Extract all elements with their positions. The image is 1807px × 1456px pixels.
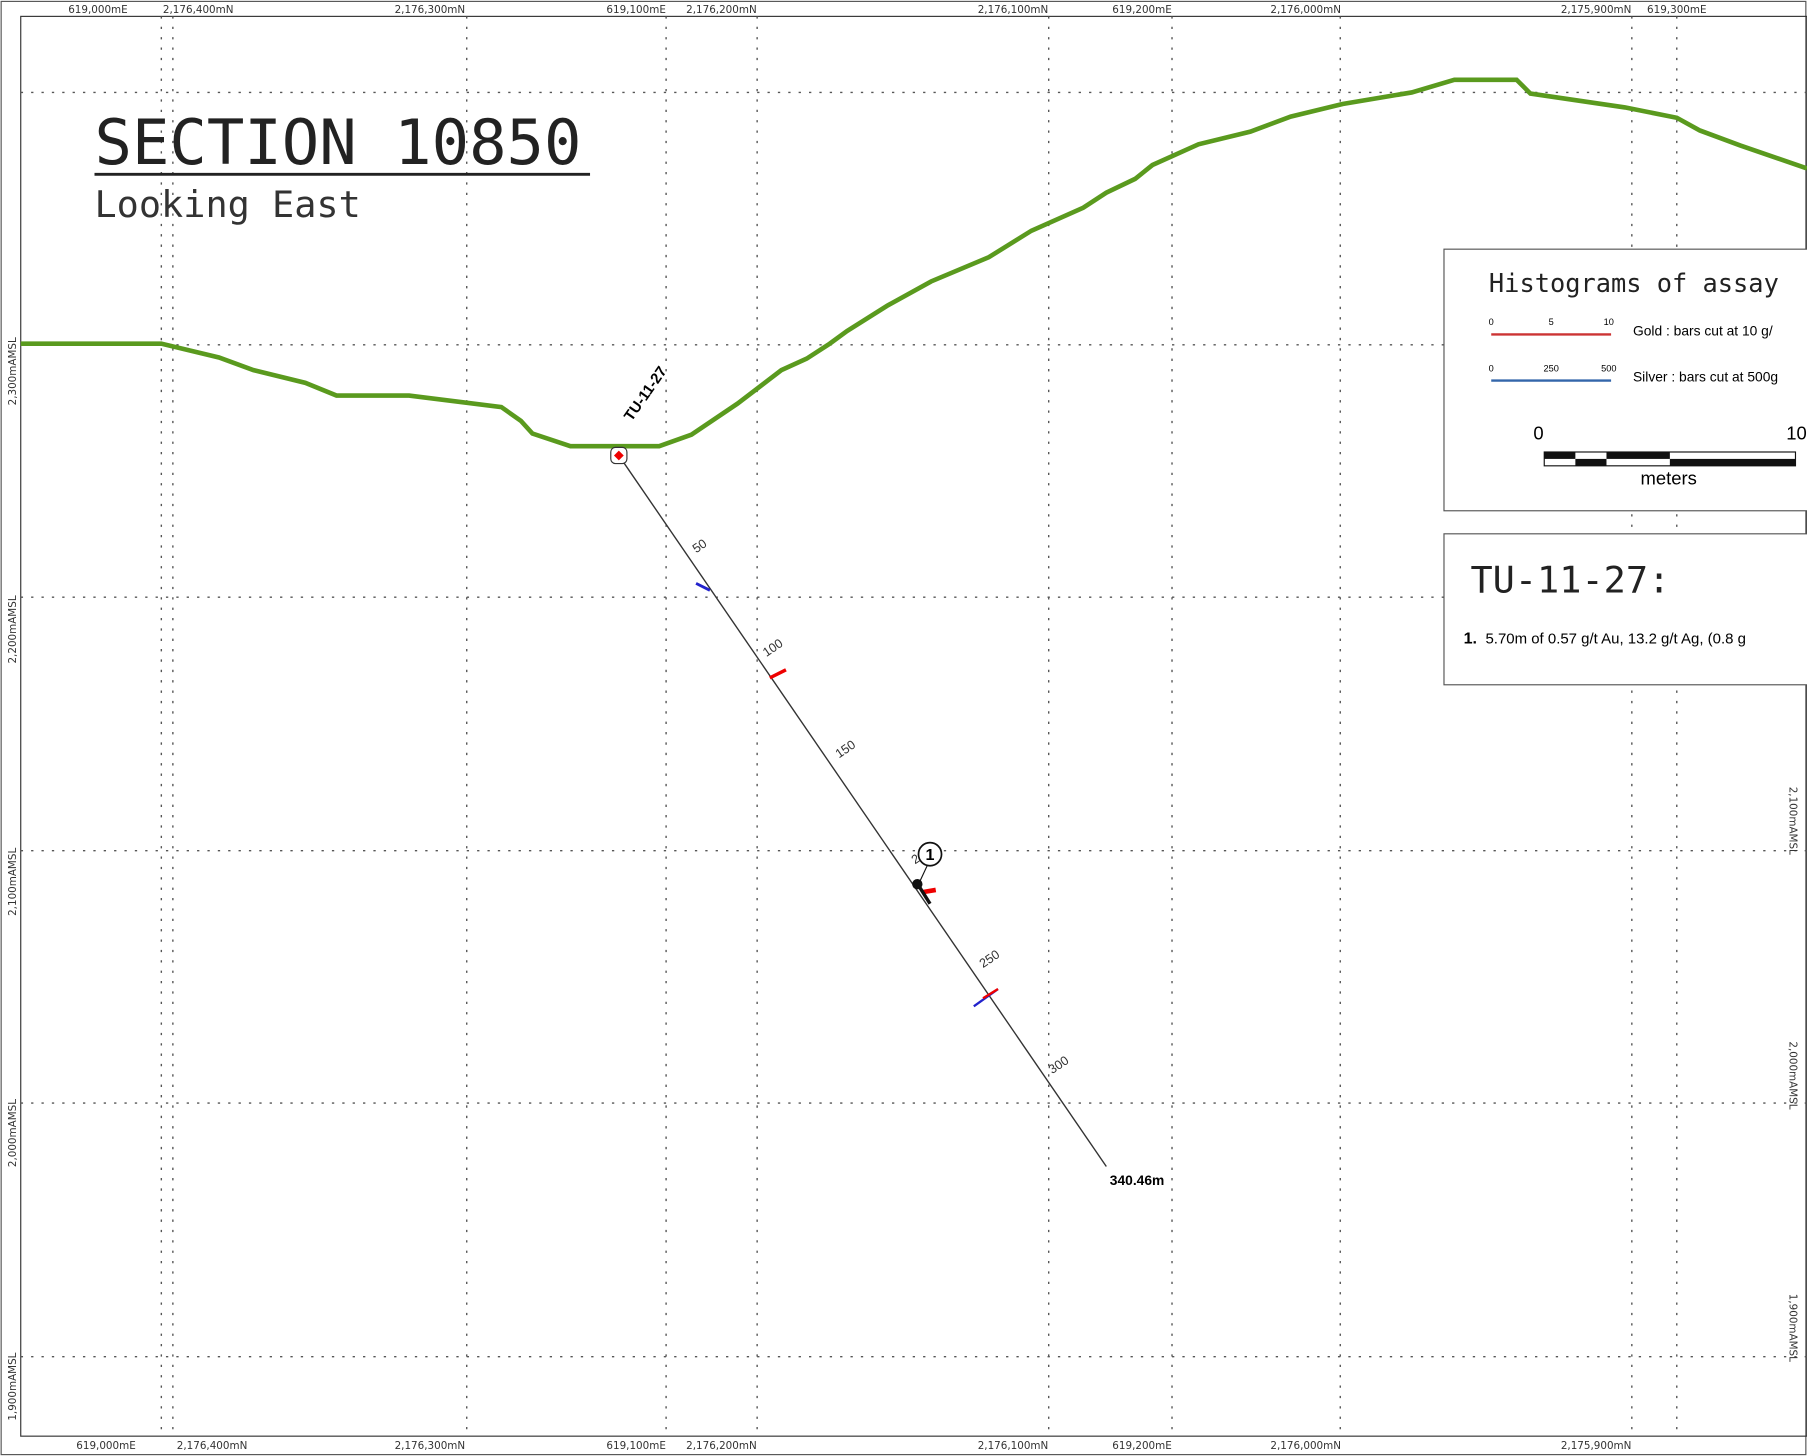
scale-seg [1575, 458, 1607, 466]
silver-scale-label: 0 [1489, 363, 1494, 373]
top-label: 2,176,100mN [978, 4, 1049, 16]
legend: Histograms of assay Gold : bars cut at 1… [1443, 248, 1807, 512]
silver-scale-label: 250 [1543, 363, 1558, 373]
gold-bar [982, 988, 999, 1000]
depth-label: 50 [690, 536, 710, 555]
silver-bar [695, 582, 711, 592]
right-label: 1,900mAMSL [1787, 1294, 1799, 1362]
top-label: 619,300mE [1647, 4, 1706, 16]
subtitle: Looking East [94, 183, 360, 226]
hole-trace [618, 455, 1107, 1167]
scale-label: 0 [1533, 422, 1543, 443]
terrain [20, 77, 1807, 449]
end-depth: 340.46m [1110, 1172, 1165, 1188]
results-box: TU-11-27: 1. 5.70m of 0.57 g/t Au, 13.2 … [1443, 533, 1807, 686]
intercept [917, 884, 932, 905]
gold-scale-label: 5 [1549, 317, 1554, 327]
results-frame [1443, 533, 1807, 686]
left-label: 2,100mAMSL [7, 848, 19, 916]
left-label: 1,900mAMSL [7, 1352, 19, 1420]
results-hole: TU-11-27: [1470, 559, 1670, 602]
bottom-label: 619,200mE [1112, 1440, 1171, 1452]
title: SECTION 10850 [94, 106, 581, 179]
scale-unit: meters [1641, 467, 1697, 488]
result-number: 1. [1464, 629, 1477, 647]
intercept-circle [917, 841, 943, 867]
map-border [20, 15, 1807, 1437]
gold-scale-label: 10 [1604, 317, 1614, 327]
bottom-label: 2,176,100mN [978, 1440, 1049, 1452]
scale-seg [1606, 451, 1670, 459]
left-label: 2,300mAMSL [7, 337, 19, 405]
scale-seg [1669, 458, 1796, 466]
gold-text: Gold : bars cut at 10 g/ [1633, 323, 1773, 339]
right-label: 2,100mAMSL [1787, 787, 1799, 855]
result-text: 5.70m of 0.57 g/t Au, 13.2 g/t Ag, (0.8 … [1485, 630, 1745, 647]
top-label: 619,200mE [1112, 4, 1171, 16]
top-label: 2,176,400mN [163, 4, 234, 16]
bottom-label: 619,000mE [76, 1440, 135, 1452]
legend-title: Histograms of assay [1489, 268, 1779, 298]
grid [20, 16, 1807, 1437]
bottom-label: 2,176,000mN [1270, 1440, 1341, 1452]
bottom-label: 2,176,300mN [395, 1440, 466, 1452]
top-label: 2,176,300mN [395, 4, 466, 16]
top-label: 619,000mE [68, 4, 127, 16]
right-label: 2,000mAMSL [1787, 1041, 1799, 1109]
top-label: 2,176,000mN [1270, 4, 1341, 16]
left-label: 2,000mAMSL [7, 1099, 19, 1167]
bottom-label: 2,176,200mN [686, 1440, 757, 1452]
left-label: 2,200mAMSL [7, 595, 19, 663]
top-label: 619,100mE [606, 4, 665, 16]
intercept-point [912, 878, 923, 890]
gold-bar [769, 668, 787, 680]
top-label: 2,175,900mN [1561, 4, 1632, 16]
silver-text: Silver : bars cut at 500g [1633, 369, 1778, 385]
bottom-label: 619,100mE [606, 1440, 665, 1452]
leader [919, 864, 929, 883]
intercept-number: 1 [926, 846, 935, 864]
top-label: 2,176,200mN [686, 4, 757, 16]
bottom-label: 2,175,900mN [1561, 1440, 1632, 1452]
bottom-label: 2,176,400mN [177, 1440, 248, 1452]
scale-label: 10 [1786, 422, 1807, 443]
silver-scale-label: 500 [1601, 363, 1616, 373]
gold-scale-label: 0 [1489, 317, 1494, 327]
scale-seg [1544, 451, 1576, 459]
